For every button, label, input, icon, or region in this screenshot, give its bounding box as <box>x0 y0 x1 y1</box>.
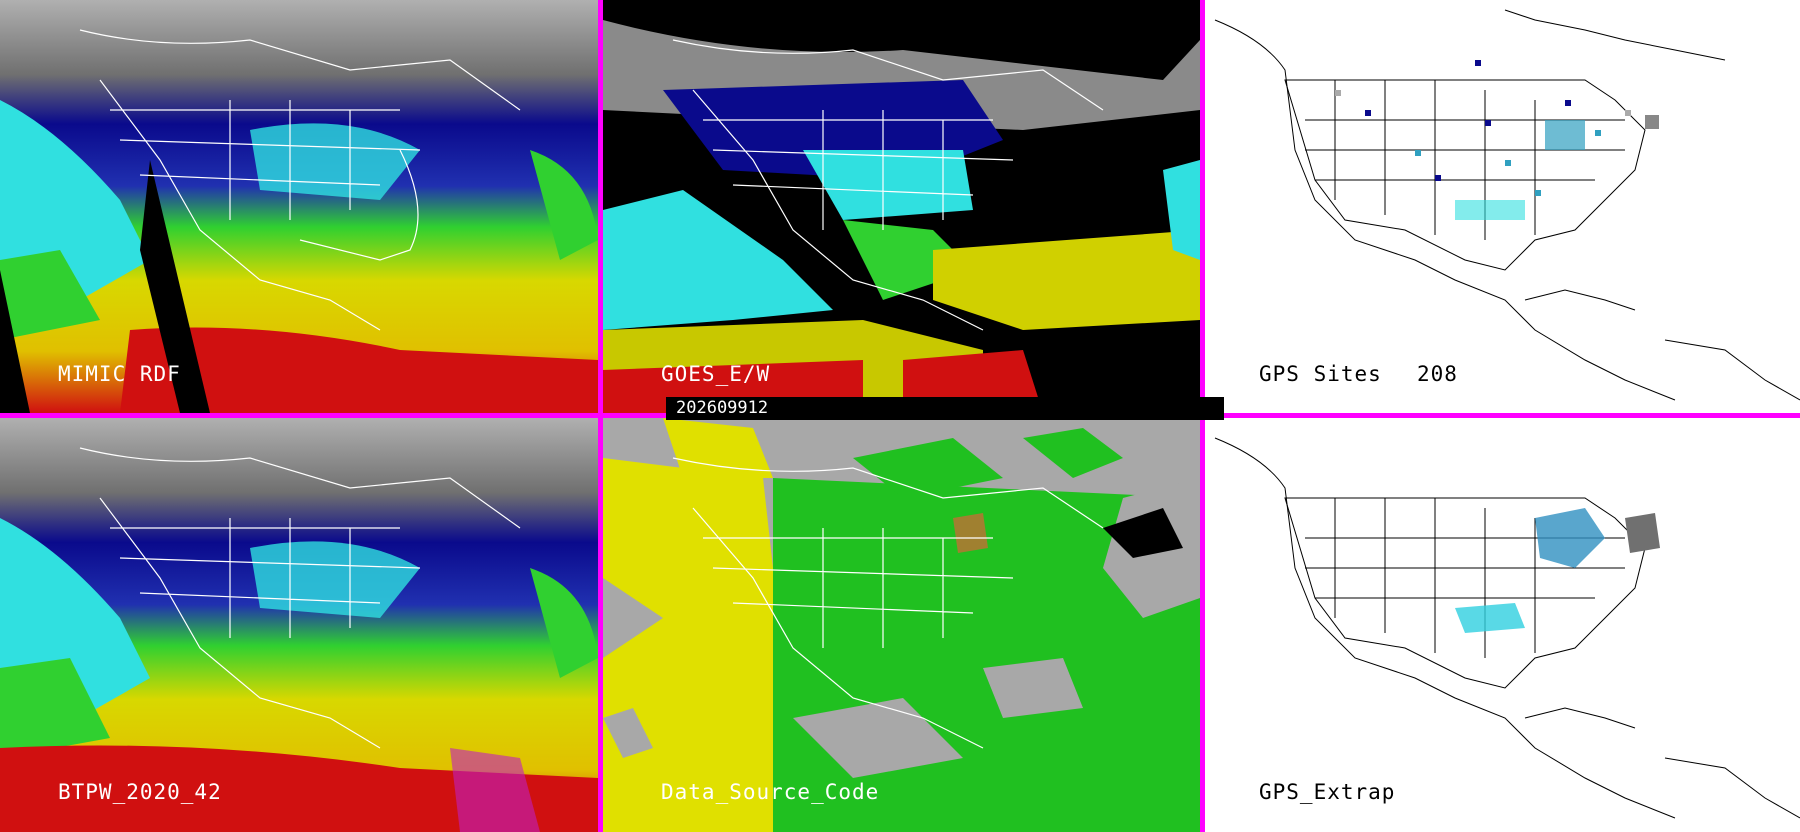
gps-sites-map <box>1214 9 1800 401</box>
data-source-label: Data_Source_Code <box>661 780 880 804</box>
btpw-label: BTPW_2020_42 <box>58 780 222 804</box>
data-source-panel: Data_Source_Code <box>603 418 1200 832</box>
gps-extrap-panel: GPS_Extrap <box>1205 418 1800 832</box>
goes-map <box>603 0 1200 413</box>
mimic-rdf-map <box>0 0 598 413</box>
gps-sites-label: GPS Sites <box>1259 362 1382 386</box>
goes-label: GOES_E/W <box>661 362 771 386</box>
goes-panel: GOES_E/W <box>603 0 1200 413</box>
gps-site-markers <box>1335 60 1659 220</box>
mimic-rdf-panel: MIMIC RDF <box>0 0 598 413</box>
timestamp-bar: 202609912 <box>666 397 1224 420</box>
gps-sites-panel: GPS Sites 208 <box>1205 0 1800 413</box>
gps-extrap-map <box>1214 437 1800 819</box>
btpw-map <box>0 418 598 832</box>
mimic-rdf-label: MIMIC RDF <box>58 362 181 386</box>
btpw-panel: BTPW_2020_42 <box>0 418 598 832</box>
data-source-map <box>603 418 1200 832</box>
gps-sites-count: 208 <box>1417 362 1458 386</box>
gps-extrap-label: GPS_Extrap <box>1259 780 1396 804</box>
